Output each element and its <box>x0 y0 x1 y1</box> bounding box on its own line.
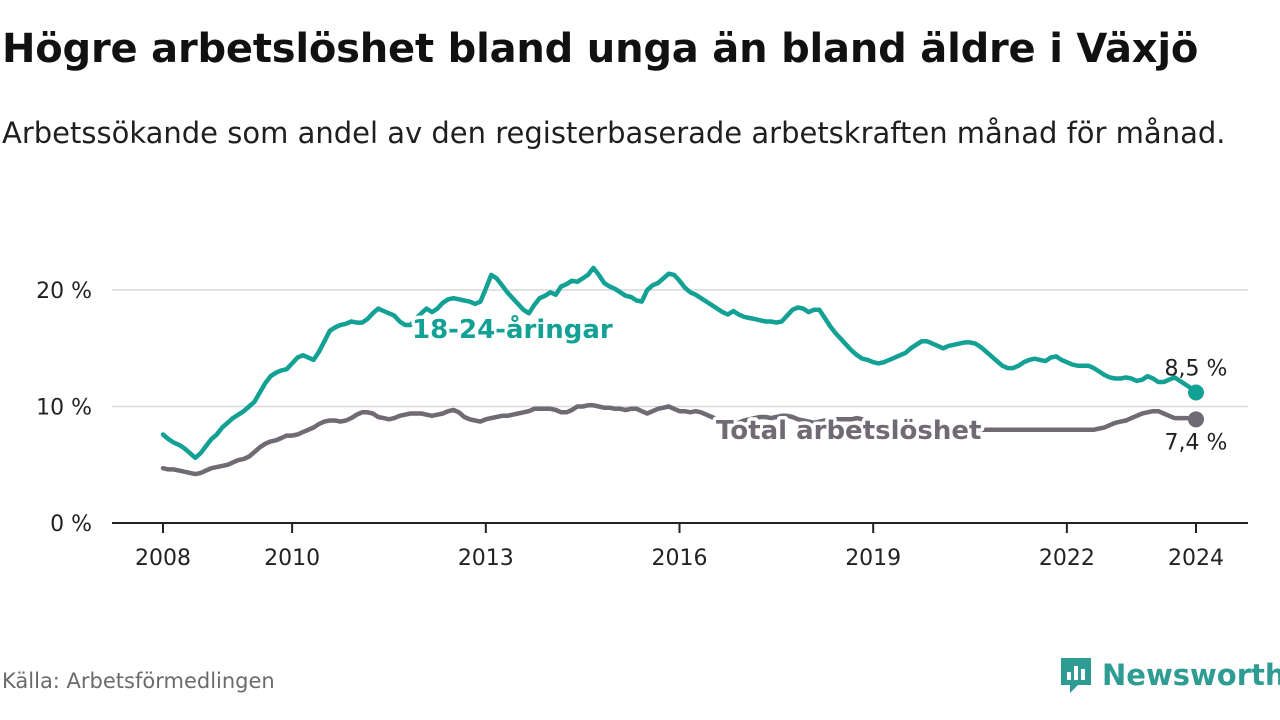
x-tick-label: 2022 <box>1039 546 1095 571</box>
series-endpoint-youth <box>1188 384 1204 401</box>
series-endpoint-total <box>1188 411 1204 428</box>
grid-lines <box>112 289 1248 408</box>
series-label-youth: 18-24-åringar <box>412 313 613 345</box>
source-note: Källa: Arbetsförmedlingen <box>2 669 275 693</box>
x-tick-label: 2013 <box>458 546 514 571</box>
end-value-label-youth: 8,5 % <box>1165 357 1228 382</box>
y-tick-label: 20 % <box>36 279 92 304</box>
chart-subtitle: Arbetssökande som andel av den registerb… <box>2 116 1226 150</box>
end-value-label-total: 7,4 % <box>1165 430 1228 455</box>
series-lines <box>160 265 1204 477</box>
brand-name: Newsworthy <box>1102 658 1280 692</box>
newsworthy-logo-icon <box>1061 658 1091 693</box>
series-line-youth <box>160 265 1199 461</box>
brand-logo[interactable]: Newsworthy <box>1058 653 1280 697</box>
y-axis-ticks: 0 % 10 % 20 % <box>36 279 92 537</box>
y-tick-label: 10 % <box>36 396 92 421</box>
series-line-total <box>160 403 1199 477</box>
x-tick-label: 2010 <box>264 546 320 571</box>
x-tick-label: 2024 <box>1168 546 1224 571</box>
x-tick-label: 2008 <box>135 546 191 571</box>
y-tick-label: 0 % <box>50 512 92 537</box>
x-tick-label: 2016 <box>652 546 708 571</box>
series-labels: 18-24-åringar Total arbetslöshet 8,5 % 7,4 … <box>409 310 1228 456</box>
x-tick-label: 2019 <box>845 546 901 571</box>
series-label-total: Total arbetslöshet <box>716 416 981 446</box>
chart-title: Högre arbetslöshet bland unga än bland ä… <box>2 26 1199 72</box>
x-axis-ticks: 2008 2010 2013 2016 2019 2022 2024 <box>135 523 1224 571</box>
